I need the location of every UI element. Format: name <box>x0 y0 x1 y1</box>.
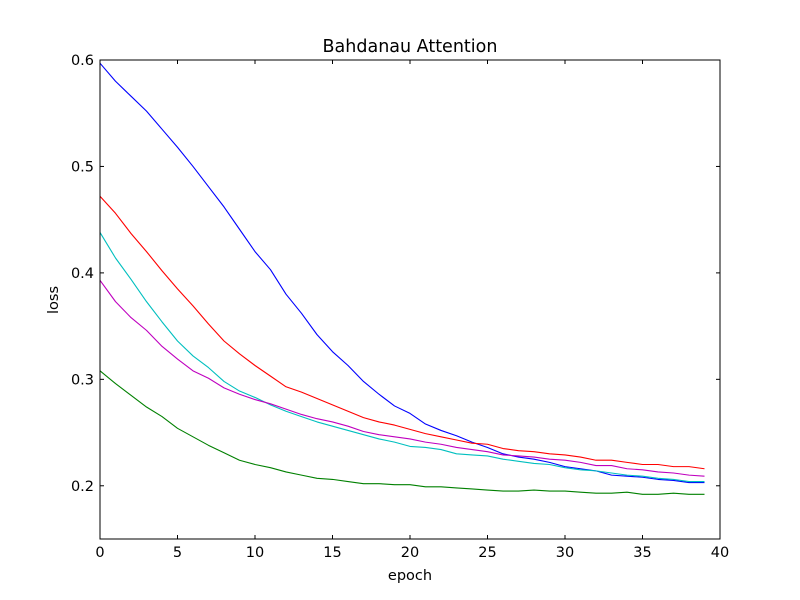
x-tick-label: 20 <box>401 545 419 561</box>
x-tick-label: 40 <box>711 545 729 561</box>
x-tick-label: 30 <box>556 545 574 561</box>
y-tick-label: 0.4 <box>71 266 94 282</box>
tick-layer: 0 5 10 15 20 25 30 35 40 0.2 0.3 0.4 0.5 0.6 <box>71 53 729 561</box>
y-tick-label: 0.2 <box>71 479 94 495</box>
x-tick-label: 25 <box>478 545 496 561</box>
x-tick-label: 10 <box>246 545 264 561</box>
series-line-2 <box>99 195 705 470</box>
series-line-4 <box>99 280 705 477</box>
x-tick-label: 35 <box>633 545 651 561</box>
series-line-3 <box>99 232 705 483</box>
y-tick-label: 0.5 <box>71 159 94 175</box>
chart-title: Bahdanau Attention <box>323 37 498 57</box>
x-tick-label: 15 <box>323 545 341 561</box>
y-tick-label: 0.3 <box>71 372 94 388</box>
series-layer <box>99 62 705 495</box>
series-line-5 <box>99 370 705 495</box>
x-axis-label: epoch <box>388 568 432 584</box>
y-axis-label: loss <box>46 286 62 314</box>
x-tick-label: 0 <box>95 545 104 561</box>
plot-frame <box>99 59 721 540</box>
series-line-1 <box>99 62 705 484</box>
x-tick-label: 5 <box>173 545 182 561</box>
y-tick-label: 0.6 <box>71 53 94 69</box>
